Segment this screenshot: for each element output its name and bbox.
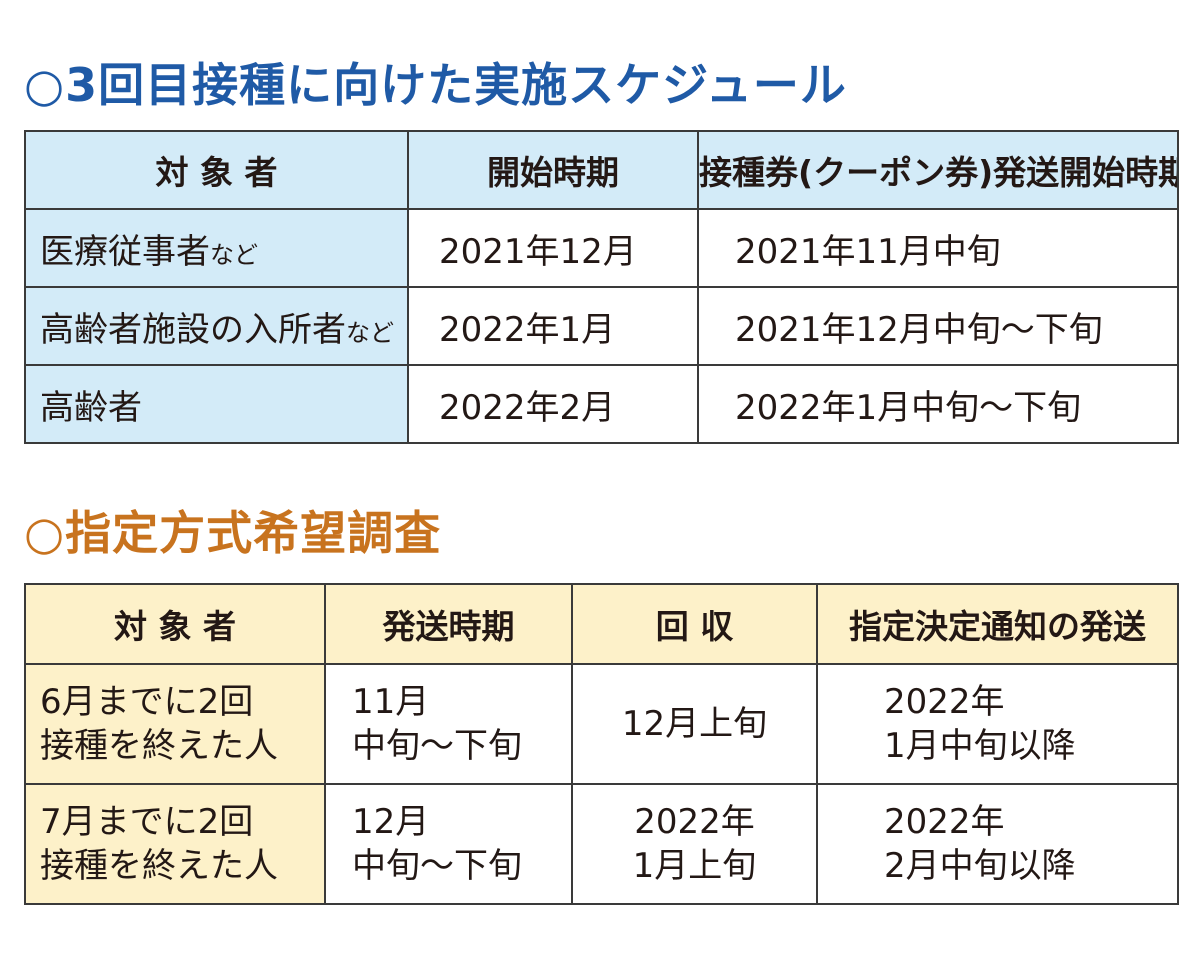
column-header-coupon: 接種券(クーポン券)発送開始時期 <box>697 130 1179 210</box>
row-target: 7月までに2回 接種を終えた人 <box>24 783 326 905</box>
schedule-section-title: ○3回目接種に向けた実施スケジュール <box>24 58 847 112</box>
column-header-collect: 回 収 <box>571 583 818 665</box>
survey-section-title: ○指定方式希望調査 <box>24 506 442 560</box>
column-header-start: 開始時期 <box>407 130 699 210</box>
row-send: 12月 中旬〜下旬 <box>324 783 573 905</box>
row-start: 2021年12月 <box>407 208 699 288</box>
row-collect: 12月上旬 <box>571 663 818 785</box>
row-target: 高齢者 <box>24 364 409 444</box>
row-notice: 2022年 1月中旬以降 <box>816 663 1179 785</box>
vaccination-schedule-table: 対 象 者 開始時期 接種券(クーポン券)発送開始時期 医療従事者など 2021… <box>24 130 1179 444</box>
table-row: 高齢者 2022年2月 2022年1月中旬〜下旬 <box>24 364 1179 444</box>
row-coupon: 2021年11月中旬 <box>697 208 1179 288</box>
table-header-row: 対 象 者 発送時期 回 収 指定決定通知の発送 <box>24 583 1179 665</box>
table-header-row: 対 象 者 開始時期 接種券(クーポン券)発送開始時期 <box>24 130 1179 210</box>
row-notice: 2022年 2月中旬以降 <box>816 783 1179 905</box>
row-send: 11月 中旬〜下旬 <box>324 663 573 785</box>
row-target: 医療従事者など <box>24 208 409 288</box>
row-coupon: 2021年12月中旬〜下旬 <box>697 286 1179 366</box>
row-collect: 2022年 1月上旬 <box>571 783 818 905</box>
row-target: 高齢者施設の入所者など <box>24 286 409 366</box>
column-header-target: 対 象 者 <box>24 583 326 665</box>
table-row: 7月までに2回 接種を終えた人 12月 中旬〜下旬 2022年 1月上旬 2022年 2… <box>24 783 1179 905</box>
table-row: 6月までに2回 接種を終えた人 11月 中旬〜下旬 12月上旬 2022年 1月中旬以… <box>24 663 1179 785</box>
column-header-target: 対 象 者 <box>24 130 409 210</box>
column-header-notice: 指定決定通知の発送 <box>816 583 1179 665</box>
row-target: 6月までに2回 接種を終えた人 <box>24 663 326 785</box>
designation-survey-table: 対 象 者 発送時期 回 収 指定決定通知の発送 6月までに2回 接種を終えた人 … <box>24 583 1179 905</box>
row-start: 2022年2月 <box>407 364 699 444</box>
column-header-send: 発送時期 <box>324 583 573 665</box>
row-coupon: 2022年1月中旬〜下旬 <box>697 364 1179 444</box>
row-start: 2022年1月 <box>407 286 699 366</box>
table-row: 医療従事者など 2021年12月 2021年11月中旬 <box>24 208 1179 288</box>
table-row: 高齢者施設の入所者など 2022年1月 2021年12月中旬〜下旬 <box>24 286 1179 366</box>
